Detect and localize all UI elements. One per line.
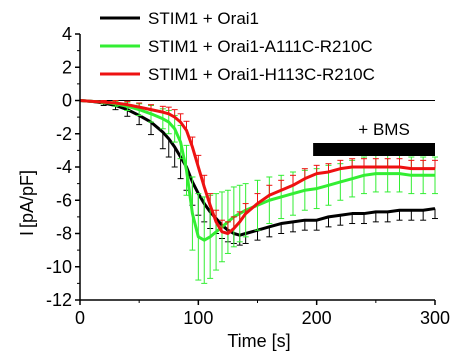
error-bar <box>290 221 296 233</box>
y-tick-label: -4 <box>56 157 72 177</box>
y-tick-label: -12 <box>46 290 72 310</box>
legend-label-a111c: STIM1 + Orai1-A111C-R210C <box>148 37 373 56</box>
y-tick-label: 0 <box>62 91 72 111</box>
legend-label-h113c: STIM1 + Orai1-H113C-R210C <box>148 65 375 84</box>
error-bar <box>432 208 438 220</box>
error-bar <box>278 179 285 191</box>
series-line <box>79 99 435 235</box>
y-tick-label: -10 <box>46 257 72 277</box>
y-axis-title-main: I <box>17 231 37 236</box>
error-bar <box>325 216 332 228</box>
y-tick-label: -6 <box>56 190 72 210</box>
series-3 <box>79 99 438 235</box>
bms-annotation: + BMS <box>313 120 435 156</box>
error-bar <box>266 184 273 196</box>
error-bar <box>301 168 308 179</box>
y-tick-label: 4 <box>62 24 72 44</box>
legend-label-stim1-orai1: STIM1 + Orai1 <box>148 9 259 28</box>
x-tick-label: 200 <box>302 308 332 328</box>
error-bar <box>266 226 273 238</box>
error-bar <box>278 223 285 234</box>
error-bar <box>254 230 261 241</box>
legend: STIM1 + Orai1 STIM1 + Orai1-A111C-R210C … <box>100 9 375 84</box>
error-bar <box>165 138 172 158</box>
error-bar <box>372 211 379 223</box>
error-bar <box>171 147 178 168</box>
y-tick-label: -2 <box>56 124 72 144</box>
series-line <box>79 99 435 242</box>
y-tick-label: 2 <box>62 57 72 77</box>
error-bar <box>313 220 320 231</box>
error-bar <box>396 210 403 221</box>
x-axis-title: Time [s] <box>227 331 290 351</box>
x-tick-label: 300 <box>420 308 450 328</box>
y-axis-title: I [pA/pF] <box>17 170 37 236</box>
axes: 0 100 200 300 4 2 0 -2 -4 -6 -8 -10 -12 <box>46 24 450 328</box>
error-bar <box>301 220 308 231</box>
series-group <box>79 99 438 284</box>
bms-bar <box>313 143 435 156</box>
error-bar <box>337 215 344 226</box>
x-tick-label: 0 <box>75 308 85 328</box>
bms-label: + BMS <box>358 120 410 139</box>
error-bar <box>361 213 367 225</box>
error-bar <box>159 132 166 150</box>
error-bar <box>349 213 356 225</box>
y-tick-label: -8 <box>56 224 72 244</box>
error-bar <box>177 157 184 180</box>
y-axis-title-unit: [pA/pF] <box>17 170 37 228</box>
error-bar <box>148 122 154 136</box>
x-tick-label: 100 <box>183 308 213 328</box>
error-bar <box>384 211 391 223</box>
error-bar <box>420 210 427 221</box>
error-bar <box>408 210 415 221</box>
